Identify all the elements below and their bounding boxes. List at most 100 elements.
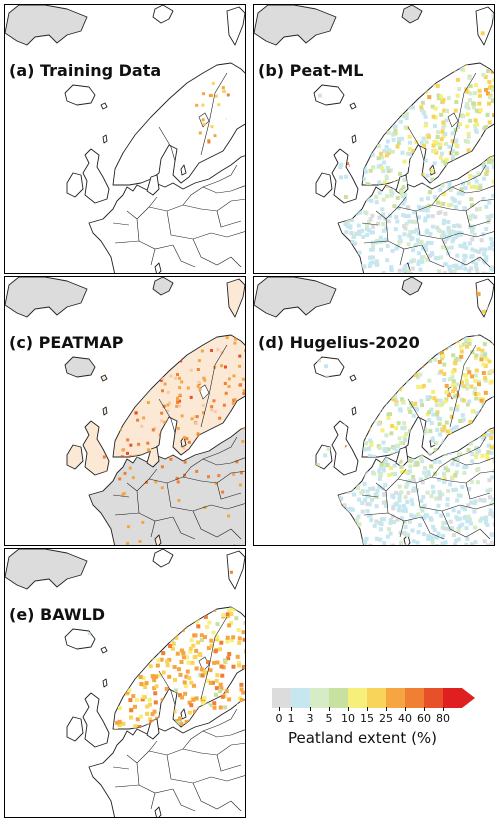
peat-pixel (309, 214, 313, 218)
peat-pixel (115, 10, 118, 13)
peat-pixel (318, 263, 322, 267)
peat-pixel (331, 50, 335, 54)
peat-pixel (385, 27, 389, 31)
peat-pixel (299, 91, 303, 95)
peat-pixel (333, 212, 337, 216)
peat-pixel (419, 22, 423, 26)
peat-pixel (376, 55, 380, 59)
peat-pixel (258, 49, 262, 53)
peat-pixel (405, 96, 409, 100)
peat-pixel (461, 51, 465, 55)
peat-pixel (265, 228, 269, 232)
peat-pixel (344, 28, 348, 32)
peat-pixel (318, 115, 322, 119)
peat-pixel (306, 220, 310, 224)
peat-pixel (354, 8, 358, 12)
peat-pixel (323, 254, 327, 258)
peat-pixel (103, 161, 106, 164)
peat-pixel (350, 49, 354, 53)
peat-pixel (410, 30, 414, 34)
peat-pixel (466, 131, 471, 136)
peat-pixel (300, 47, 304, 51)
peat-pixel (476, 257, 481, 261)
peat-pixel (458, 28, 462, 32)
peat-pixel (293, 111, 297, 115)
iceland-landmass (313, 84, 345, 106)
peat-pixel (478, 183, 483, 188)
peat-pixel (157, 87, 160, 90)
peat-pixel (481, 164, 486, 169)
peat-pixel (366, 62, 370, 66)
peat-pixel (442, 218, 447, 223)
peat-pixel (373, 63, 378, 66)
peat-pixel (391, 92, 396, 97)
peat-pixel (359, 126, 363, 130)
peat-pixel (285, 118, 289, 122)
peat-pixel (474, 31, 478, 35)
peat-pixel (197, 72, 200, 75)
peat-pixel (78, 262, 81, 265)
peat-pixel (482, 251, 487, 256)
peat-pixel (280, 53, 284, 57)
peat-pixel (337, 122, 341, 126)
peat-pixel (342, 261, 347, 266)
peat-pixel (82, 10, 85, 13)
country-border-line (230, 256, 242, 268)
peat-pixel (341, 50, 345, 54)
peat-pixel (442, 271, 447, 273)
peat-pixel (385, 98, 389, 102)
peat-pixel (290, 97, 294, 101)
peat-pixel (289, 48, 293, 52)
peat-pixel (363, 169, 368, 174)
peat-pixel (461, 244, 465, 249)
peat-pixel (319, 212, 323, 216)
peat-pixel (427, 95, 432, 100)
peat-pixel (464, 6, 468, 10)
peat-pixel (379, 247, 383, 252)
peat-pixel (362, 161, 363, 166)
peat-pixel (343, 122, 347, 126)
peat-pixel (477, 207, 482, 211)
peat-pixel (238, 55, 241, 58)
peat-pixel (272, 124, 276, 128)
peat-pixel (327, 248, 331, 252)
peat-pixel (430, 214, 435, 219)
peat-pixel (267, 138, 271, 142)
peat-pixel (403, 38, 407, 42)
lake-outline (447, 112, 459, 128)
peat-pixel (300, 190, 304, 194)
peat-pixel (442, 192, 447, 197)
peat-pixel (298, 204, 302, 208)
peat-pixel (128, 22, 131, 25)
peat-pixel (287, 245, 291, 249)
peat-pixel (293, 90, 297, 94)
peat-pixel (299, 241, 303, 245)
peat-pixel (34, 191, 37, 194)
peat-pixel (8, 56, 11, 59)
peat-pixel (366, 77, 370, 81)
peat-pixel (377, 190, 382, 195)
peat-pixel (323, 165, 327, 169)
peat-pixel (469, 197, 474, 202)
peat-pixel (412, 40, 416, 44)
peat-pixel (314, 172, 318, 176)
peat-pixel (8, 267, 11, 270)
peat-pixel (490, 135, 494, 139)
peat-pixel (20, 248, 23, 251)
peat-pixel (319, 222, 323, 226)
peat-pixel (492, 136, 495, 140)
peat-pixel (286, 140, 290, 144)
peat-pixel (403, 66, 408, 71)
peat-pixel (488, 40, 492, 44)
peat-pixel (384, 174, 389, 179)
peat-pixel (379, 151, 383, 156)
peat-pixel (278, 227, 282, 231)
peat-pixel (481, 196, 486, 201)
peat-pixel (382, 160, 387, 165)
peat-pixel (448, 232, 453, 237)
peat-pixel (455, 223, 460, 228)
peat-pixel (367, 59, 371, 63)
peat-pixel (275, 149, 279, 153)
peat-pixel (389, 189, 394, 193)
peat-pixel (141, 81, 144, 84)
